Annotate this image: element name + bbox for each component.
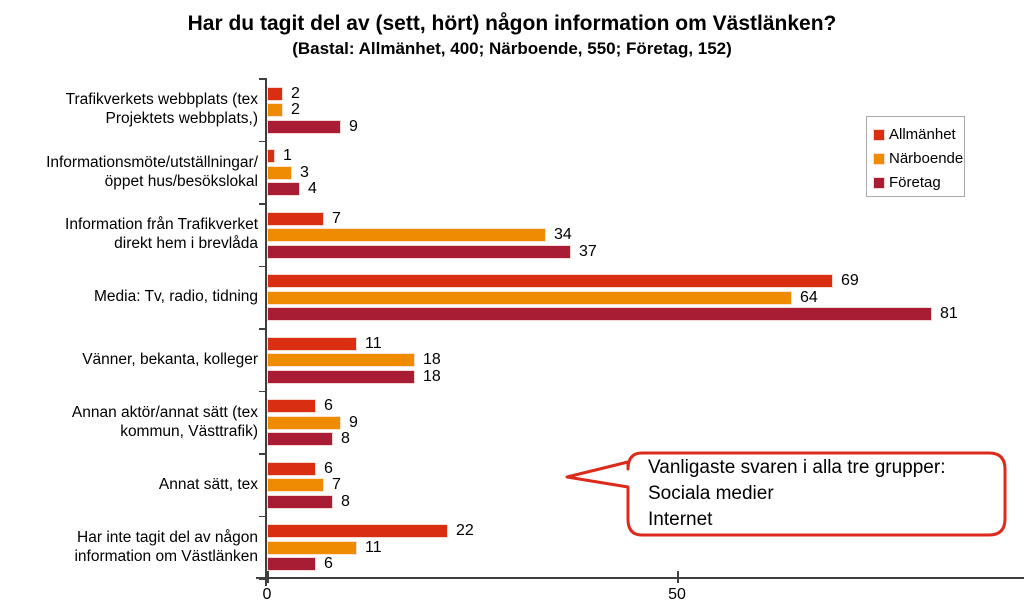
y-axis-tick [259,453,266,455]
category-label: Har inte tagit del av någon information … [74,528,258,565]
chart-subtitle: (Bastal: Allmänhet, 400; Närboende, 550;… [292,39,732,58]
value-label: 7 [332,209,341,227]
legend-swatch-icon [873,128,885,141]
bar-allmänhet [267,211,324,226]
legend-item: Närboende [873,147,964,170]
value-label: 9 [349,117,358,135]
bar-företag [267,369,415,384]
y-axis-tick [259,140,266,142]
y-axis-tick [259,390,266,392]
bar-allmänhet [267,274,833,288]
legend-swatch-icon [873,152,885,165]
x-axis-tick [267,571,269,583]
value-label: 69 [841,272,859,289]
value-label: 7 [332,476,341,493]
value-label: 11 [365,538,382,556]
value-label: 6 [324,397,333,414]
y-axis-tick [259,578,266,580]
bar-företag [267,182,300,196]
bar-allmänhet [267,149,275,163]
y-axis-tick [259,328,266,330]
category-label: Annan aktör/annat sätt (tex kommun, Väst… [71,403,258,440]
legend-swatch-icon [873,176,885,189]
legend-label: Företag [889,174,941,191]
bar-närboende [267,103,283,117]
bar-allmänhet [267,399,316,413]
bar-allmänhet [267,336,357,351]
bar-närboende [267,415,341,430]
value-label: 1 [283,147,292,164]
value-label: 9 [349,413,358,431]
value-label: 6 [324,555,333,572]
value-label: 8 [341,492,350,510]
bar-företag [267,119,341,134]
x-axis [256,577,1024,579]
chart-title: Har du tagit del av (sett, hört) någon i… [187,12,837,35]
bar-företag [267,307,932,321]
category-labels: Trafikverkets webbplats (tex Projektets … [6,78,258,578]
value-label: 64 [800,288,818,306]
value-label: 2 [291,84,300,102]
legend-label: Närboende [889,150,964,167]
category-label: Media: Tv, radio, tidning [94,288,258,306]
value-label: 22 [456,522,474,539]
value-label: 4 [308,180,317,197]
y-axis-tick [259,265,266,267]
bar-allmänhet [267,524,448,538]
value-label: 18 [423,367,441,385]
y-axis-tick [259,515,266,517]
value-label: 18 [423,351,441,368]
callout-text: Vanligaste svaren i alla tre grupper: Soc… [648,455,1003,533]
bar-närboende [267,478,324,492]
bar-företag [267,494,333,509]
y-axis [265,78,267,586]
y-axis-tick [259,203,266,205]
legend-item: Allmänhet [873,123,964,146]
legend: Allmänhet Närboende Företag [866,116,965,197]
legend-item: Företag [873,171,964,194]
value-label: 6 [324,459,333,477]
callout-line: Internet [648,509,713,530]
category-label: Annat sätt, tex [158,475,258,493]
category-label: Information från Trafikverket direkt hem… [65,216,258,253]
bar-närboende [267,290,792,305]
value-label: 8 [341,430,350,447]
bar-närboende [267,353,415,367]
category-label: Vänner, bekanta, kolleger [82,350,258,368]
callout-bubble [565,451,1007,537]
bar-närboende [267,228,546,242]
value-label: 2 [291,101,300,118]
bar-närboende [267,540,357,555]
value-label: 34 [554,226,572,243]
bar-företag [267,244,571,259]
category-label: Informationsmöte/utställningar/ öppet hu… [46,153,258,190]
callout-line: Vanligaste svaren i alla tre grupper: [648,457,946,478]
bar-närboende [267,165,292,180]
bar-företag [267,432,333,446]
plot-area: 2 2 9 1 3 4 7 34 37 69 64 81 11 18 18 6 9 8 6 7 8 22 11 6 [267,78,1022,578]
value-label: 37 [579,242,597,260]
category-label: Trafikverkets webbplats (tex Projektets … [65,91,258,128]
value-label: 3 [300,163,309,181]
bar-företag [267,557,316,571]
legend-label: Allmänhet [889,126,956,143]
value-label: 81 [940,305,958,322]
bar-allmänhet [267,461,316,476]
x-tick-label-0: 0 [262,586,272,603]
bar-allmänhet [267,86,283,101]
y-axis-tick [259,78,266,80]
value-label: 11 [365,334,382,352]
x-tick-label-50: 50 [668,586,686,603]
x-axis-tick [677,571,679,583]
callout-line: Sociala medier [648,483,774,504]
